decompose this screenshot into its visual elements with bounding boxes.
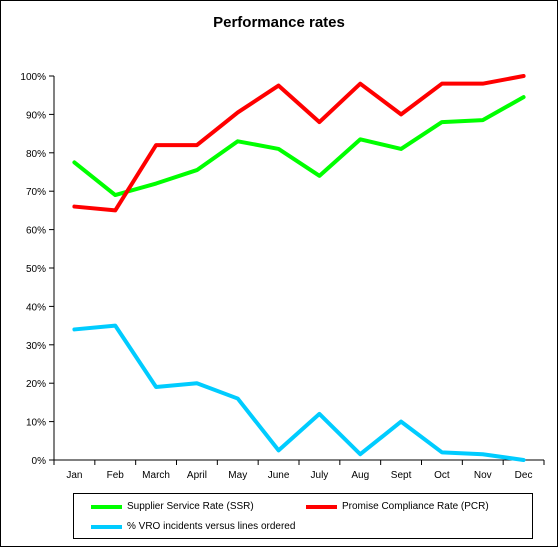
y-tick-label: 60% [26, 226, 46, 237]
legend: Supplier Service Rate (SSR) Promise Comp… [73, 493, 533, 539]
x-tick-label: June [268, 470, 290, 481]
y-tick-label: 40% [26, 302, 46, 313]
chart-axes: 0% 10% 20% 30% 40% 50% 60% 70% 80% 90% 100% Jan Feb M… [20, 72, 545, 481]
y-tick-label: 0% [32, 456, 47, 467]
x-tick-label: July [311, 470, 329, 481]
chart-title: Performance rates [213, 14, 345, 31]
y-tick-label: 80% [26, 149, 46, 160]
x-tick-label: Aug [351, 470, 369, 481]
series-layer [72, 74, 526, 462]
vro-line [72, 323, 526, 462]
y-tick-label: 10% [26, 418, 46, 429]
y-tick-label: 70% [26, 187, 46, 198]
legend-item-ssr: Supplier Service Rate (SSR) [91, 501, 254, 512]
legend-label-pcr: Promise Compliance Rate (PCR) [342, 501, 489, 512]
legend-label-vro: % VRO incidents versus lines ordered [127, 521, 296, 532]
y-tick-label: 90% [26, 110, 46, 121]
y-tick-label: 100% [20, 72, 46, 83]
legend-label-ssr: Supplier Service Rate (SSR) [127, 501, 254, 512]
x-tick-label: Dec [515, 470, 533, 481]
x-tick-label: March [142, 470, 170, 481]
legend-swatch-pcr [306, 504, 337, 509]
x-tick-label: April [187, 470, 207, 481]
ssr-line [72, 95, 526, 198]
x-tick-label: Sept [391, 470, 412, 481]
x-tick-label: Feb [107, 470, 125, 481]
legend-item-vro: % VRO incidents versus lines ordered [91, 521, 295, 532]
x-tick-label: Jan [66, 470, 82, 481]
pcr-line [72, 74, 526, 213]
line-chart: 0% 10% 20% 30% 40% 50% 60% 70% 80% 90% 100% Jan Feb M… [20, 72, 545, 481]
x-tick-label: Nov [474, 470, 492, 481]
legend-item-pcr: Promise Compliance Rate (PCR) [306, 501, 489, 512]
y-tick-label: 20% [26, 379, 46, 390]
x-tick-label: May [228, 470, 247, 481]
legend-swatch-vro [91, 524, 122, 529]
y-tick-label: 50% [26, 264, 46, 275]
x-tick-label: Oct [434, 470, 450, 481]
y-tick-label: 30% [26, 341, 46, 352]
legend-swatch-ssr [91, 504, 122, 509]
